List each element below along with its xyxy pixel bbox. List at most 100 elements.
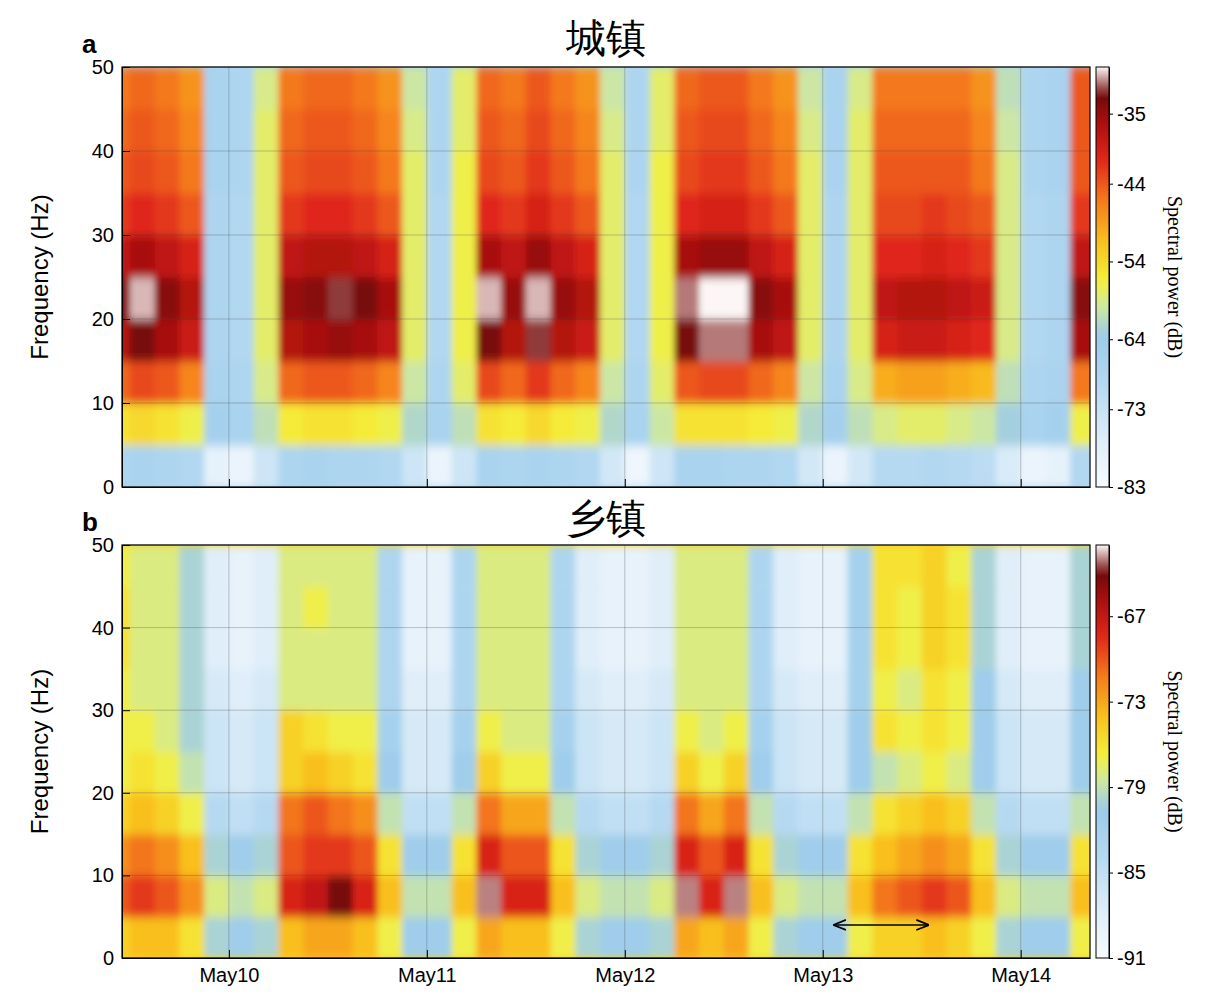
cell	[897, 151, 922, 194]
cell	[971, 67, 996, 110]
cell	[278, 319, 303, 362]
cell	[575, 319, 600, 362]
grid-line-x	[624, 67, 625, 487]
grid-line-x	[1020, 545, 1021, 958]
cell	[922, 586, 947, 628]
panel-letter: a	[82, 29, 97, 59]
cell	[551, 628, 576, 670]
cell	[179, 875, 204, 917]
cell	[897, 277, 922, 320]
cell	[1045, 875, 1070, 917]
cell	[427, 235, 452, 278]
cell	[798, 319, 823, 362]
cell	[353, 151, 378, 194]
cell	[699, 710, 724, 752]
cell	[402, 793, 427, 835]
cell	[699, 793, 724, 835]
cell	[848, 319, 873, 362]
cell	[600, 445, 625, 487]
cell	[377, 277, 402, 320]
cell	[501, 917, 526, 958]
cell	[872, 151, 897, 194]
colorbar-axis-line	[1109, 546, 1110, 959]
cell	[353, 917, 378, 958]
cell	[377, 710, 402, 752]
cell	[922, 361, 947, 404]
x-tick: May14	[991, 950, 1051, 986]
y-tick-mark	[122, 235, 130, 236]
cell	[798, 834, 823, 876]
cell	[798, 151, 823, 194]
cell	[452, 834, 477, 876]
cell	[551, 669, 576, 711]
cell	[872, 319, 897, 362]
cell	[650, 834, 675, 876]
cell	[625, 361, 650, 404]
cell	[724, 151, 749, 194]
cell	[452, 875, 477, 917]
cell	[1070, 151, 1090, 194]
cell	[848, 710, 873, 752]
cell	[130, 319, 155, 362]
cell	[625, 628, 650, 670]
cell	[773, 361, 798, 404]
cell	[179, 403, 204, 446]
cell	[551, 793, 576, 835]
cell	[402, 361, 427, 404]
cell	[971, 319, 996, 362]
cell	[122, 710, 131, 752]
cell	[971, 669, 996, 711]
cell	[699, 403, 724, 446]
cell	[674, 361, 699, 404]
cell	[674, 752, 699, 794]
grid-line-y	[122, 627, 1090, 628]
cell	[122, 319, 131, 362]
cell	[427, 586, 452, 628]
cell	[402, 875, 427, 917]
cell	[749, 151, 774, 194]
cell	[823, 235, 848, 278]
cell	[724, 277, 749, 320]
cell	[699, 277, 724, 320]
cell	[946, 151, 971, 194]
cell	[551, 277, 576, 320]
x-axis	[123, 479, 1091, 488]
cell	[922, 752, 947, 794]
cell	[749, 361, 774, 404]
cell	[328, 710, 353, 752]
cell	[699, 151, 724, 194]
cell	[402, 67, 427, 110]
cell	[724, 710, 749, 752]
cell	[501, 752, 526, 794]
cell	[650, 586, 675, 628]
cell	[848, 151, 873, 194]
cell	[526, 917, 551, 958]
cell	[674, 669, 699, 711]
cell	[922, 193, 947, 236]
cell	[501, 793, 526, 835]
plot-background	[122, 67, 1090, 487]
cell	[848, 545, 873, 587]
cell	[328, 917, 353, 958]
cell	[798, 67, 823, 110]
y-tick-mark	[122, 545, 130, 546]
cell	[155, 67, 180, 110]
cell	[155, 586, 180, 628]
cell	[848, 875, 873, 917]
cell	[946, 403, 971, 446]
cell	[674, 545, 699, 587]
cell	[501, 403, 526, 446]
cell	[1021, 917, 1046, 958]
cell	[650, 235, 675, 278]
colorbar-tick-label: -91	[1117, 947, 1146, 969]
cell	[278, 445, 303, 487]
cell	[773, 793, 798, 835]
cell	[377, 403, 402, 446]
cell	[749, 109, 774, 152]
cell	[996, 545, 1021, 587]
cell	[1021, 875, 1046, 917]
colorbar-tick-label: -85	[1117, 861, 1146, 883]
x-tick-mark	[625, 950, 626, 958]
cell	[848, 193, 873, 236]
cell	[946, 193, 971, 236]
